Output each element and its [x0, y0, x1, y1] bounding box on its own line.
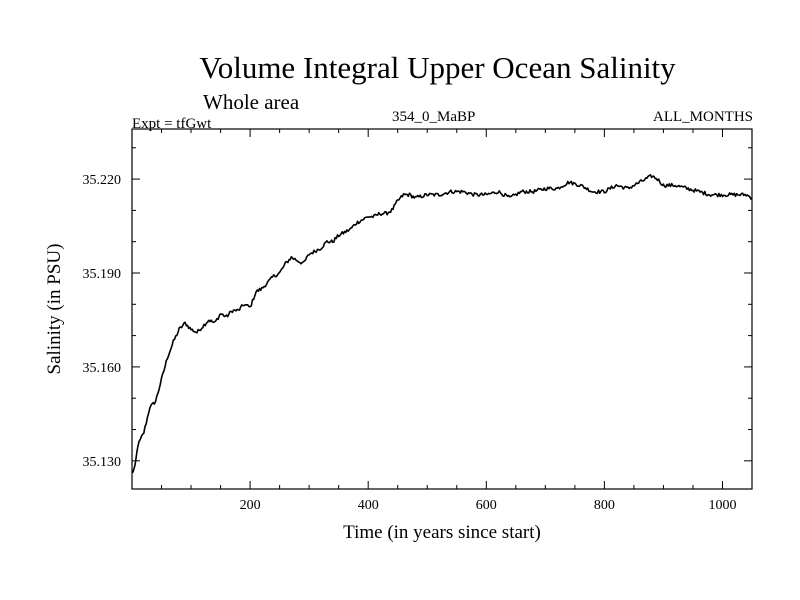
axis-ticks — [132, 129, 752, 489]
x-tick-label: 400 — [358, 498, 379, 513]
x-tick-label: 1000 — [708, 498, 736, 513]
x-tick-labels: 200 400 600 800 1000 — [240, 498, 737, 513]
y-tick-label: 35.190 — [83, 267, 122, 282]
salinity-series-line — [131, 174, 753, 474]
y-tick-labels: 35.130 35.160 35.190 35.220 — [83, 173, 122, 470]
x-tick-label: 600 — [476, 498, 497, 513]
y-tick-label: 35.220 — [83, 173, 122, 188]
plot-frame — [131, 128, 753, 490]
y-axis-label: Salinity (in PSU) — [44, 244, 65, 375]
x-tick-label: 800 — [594, 498, 615, 513]
y-tick-label: 35.130 — [83, 455, 122, 470]
x-axis-label: Time (in years since start) — [343, 522, 541, 543]
x-tick-label: 200 — [240, 498, 261, 513]
chart-subtitle: Whole area — [203, 90, 300, 114]
y-tick-label: 35.160 — [83, 361, 122, 376]
chart-title: Volume Integral Upper Ocean Salinity — [199, 50, 676, 85]
case-label: 354_0_MaBP — [392, 109, 476, 125]
months-label: ALL_MONTHS — [653, 109, 753, 125]
experiment-label: Expt = tfGwt — [132, 116, 212, 132]
